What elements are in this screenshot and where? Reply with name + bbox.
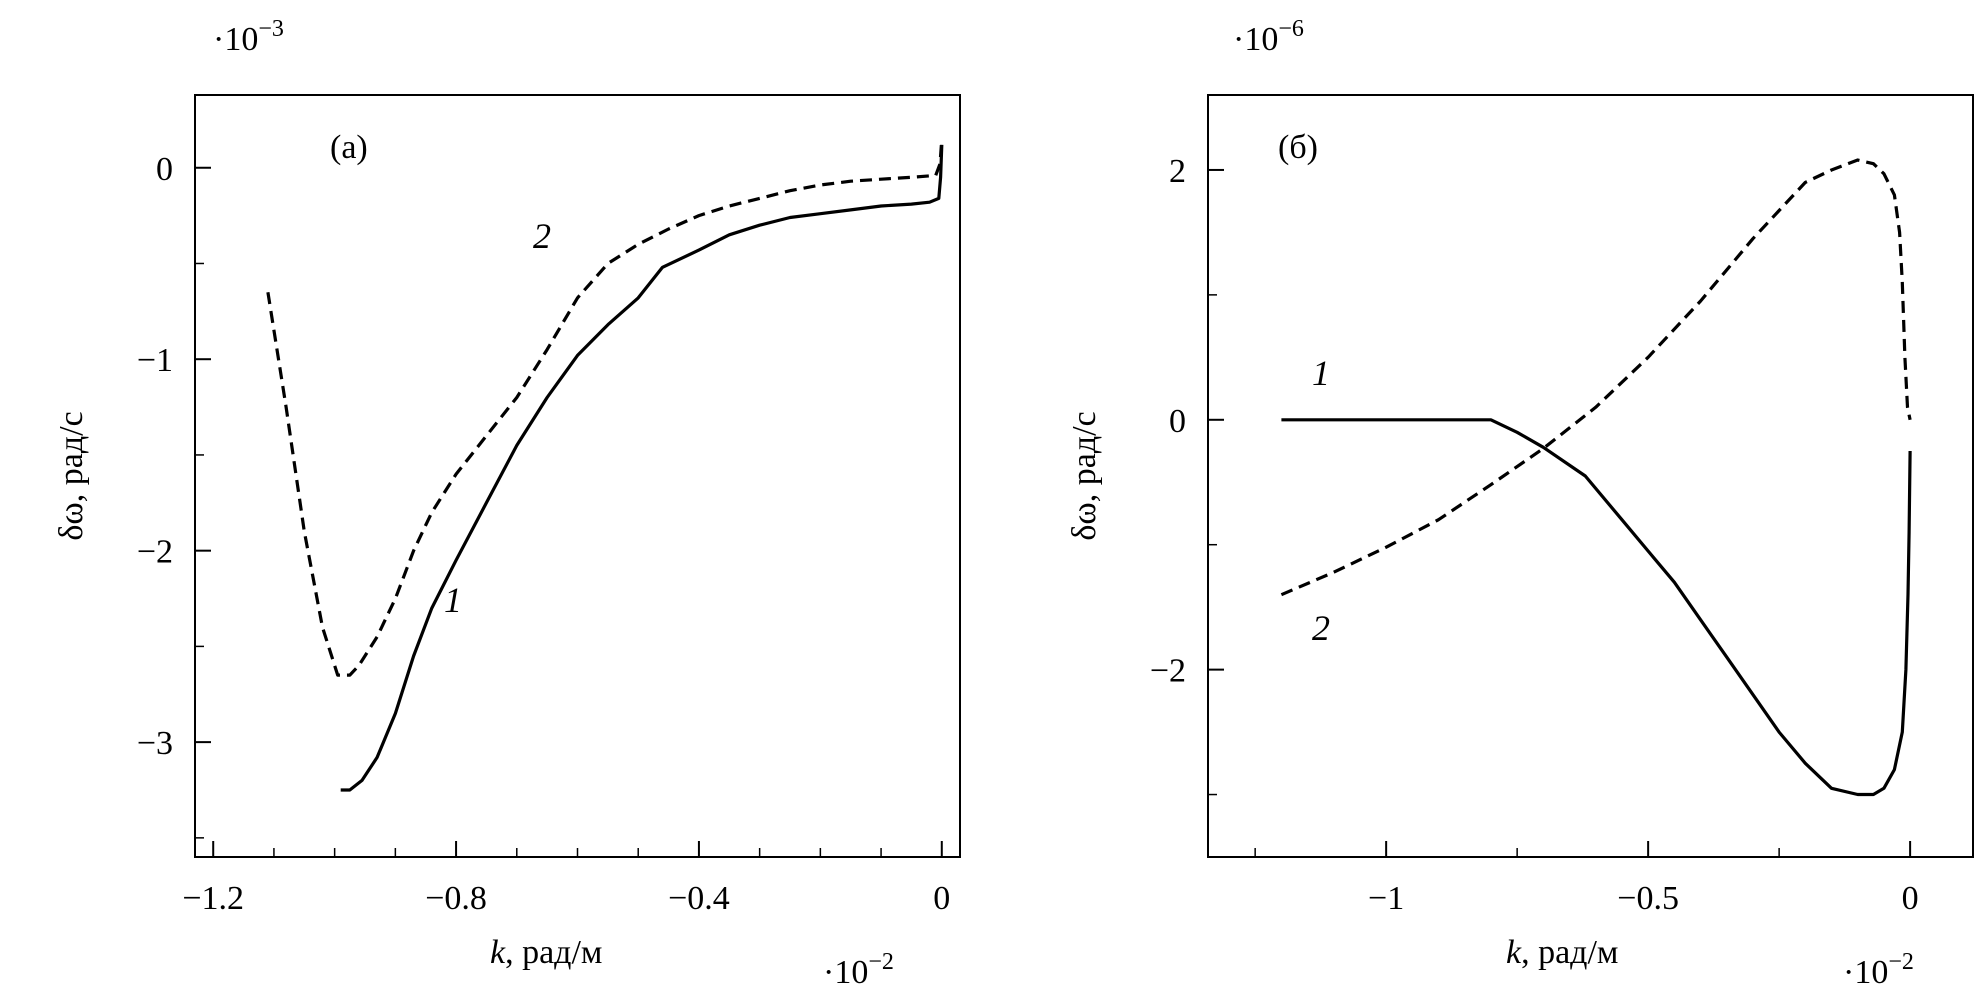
series-line-a-1 xyxy=(340,144,944,792)
y-axis-label-a: δω, рад/с xyxy=(53,411,90,540)
x-tick-label-a-0: −1.2 xyxy=(182,880,244,917)
y-tick-label-b-0: −2 xyxy=(1150,653,1186,690)
x-tick-label-b-1: −0.5 xyxy=(1617,880,1679,917)
y-tick-label-a-2: −1 xyxy=(137,342,173,379)
panel-b: ·10−6 ·10−2 (б) k, рад/м δω, рад/с −1 −0.… xyxy=(1066,16,1974,991)
series-label-b-1: 1 xyxy=(1312,353,1330,393)
plot-frame-b xyxy=(1207,94,1974,858)
y-tick-label-b-2: 2 xyxy=(1169,153,1186,190)
x-tick-label-b-0: −1 xyxy=(1368,880,1404,917)
x-tick-label-a-2: −0.4 xyxy=(668,880,730,917)
x-tick-label-a-3: 0 xyxy=(933,880,950,917)
y-axis-label-b: δω, рад/с xyxy=(1066,411,1103,540)
series-line-b-1 xyxy=(1281,418,1912,797)
panel-a: ·10−3 ·10−2 (a) k, рад/м δω, рад/с −1.2−… xyxy=(53,16,961,991)
series-line-b-2 xyxy=(1280,158,1912,597)
panel-tag-b: (б) xyxy=(1278,129,1318,166)
series-label-a-2: 2 xyxy=(533,216,551,256)
y-tick-label-a-1: −2 xyxy=(137,534,173,571)
y-tick-label-b-1: 0 xyxy=(1169,403,1186,440)
y-multiplier-b: ·10−6 xyxy=(1233,16,1304,58)
y-tick-label-a-3: 0 xyxy=(156,151,173,188)
x-multiplier-a: ·10−2 xyxy=(823,949,894,991)
x-tick-label-b-2: 0 xyxy=(1902,880,1919,917)
series-group-b xyxy=(1280,158,1912,797)
y-multiplier-a: ·10−3 xyxy=(213,16,284,58)
x-tick-label-a-1: −0.8 xyxy=(425,880,487,917)
x-multiplier-b: ·10−2 xyxy=(1843,949,1914,991)
x-axis-label-b: k, рад/м xyxy=(1506,934,1618,971)
ticks-a: −1.2 −0.8 −0.4 0 −3 −2 −1 0 xyxy=(137,151,950,917)
ticks-b: −1 −0.5 0 −2 0 2 xyxy=(1150,153,1919,917)
panel-tag-a: (a) xyxy=(330,129,368,166)
y-tick-label-a-0: −3 xyxy=(137,725,173,762)
x-axis-label-a: k, рад/м xyxy=(490,934,602,971)
series-line-a-2 xyxy=(266,138,944,677)
series-label-b-2: 2 xyxy=(1312,608,1330,648)
series-group-a xyxy=(266,138,944,792)
series-label-a-1: 1 xyxy=(444,580,462,620)
